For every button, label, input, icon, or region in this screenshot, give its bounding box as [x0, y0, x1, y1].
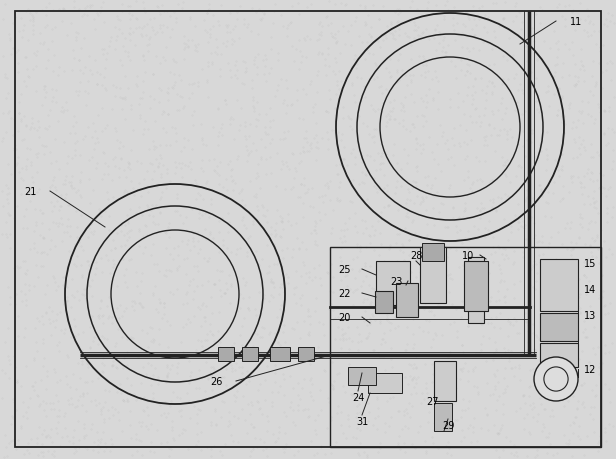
Bar: [468, 257, 484, 323]
Bar: [218, 347, 234, 361]
Text: 22: 22: [338, 288, 351, 298]
Bar: [375, 291, 393, 313]
Bar: [242, 347, 258, 361]
Text: 28: 28: [410, 251, 422, 260]
Text: 11: 11: [570, 17, 582, 27]
Text: 20: 20: [338, 312, 350, 322]
Text: 15: 15: [584, 258, 596, 269]
Text: 13: 13: [584, 310, 596, 320]
Bar: [376, 262, 410, 305]
Bar: [434, 403, 452, 431]
Text: 21: 21: [24, 187, 36, 196]
Bar: [464, 262, 488, 311]
Text: 27: 27: [426, 396, 438, 406]
Text: 25: 25: [338, 264, 351, 274]
Bar: [298, 347, 314, 361]
Circle shape: [534, 357, 578, 401]
Bar: [420, 247, 446, 303]
Bar: [540, 259, 578, 311]
Bar: [540, 343, 578, 367]
Bar: [270, 347, 290, 361]
Text: 24: 24: [352, 392, 364, 402]
Text: 12: 12: [584, 364, 596, 374]
Text: 10: 10: [462, 251, 474, 260]
Bar: [396, 283, 418, 317]
Bar: [422, 243, 444, 262]
Text: 14: 14: [584, 285, 596, 294]
Bar: [434, 361, 456, 401]
Bar: [368, 373, 402, 393]
Bar: [348, 367, 376, 385]
Text: 23: 23: [390, 276, 402, 286]
Text: 26: 26: [210, 376, 222, 386]
Text: 29: 29: [442, 420, 454, 430]
Text: 31: 31: [356, 416, 368, 426]
Bar: [540, 313, 578, 341]
Bar: [330, 247, 601, 447]
